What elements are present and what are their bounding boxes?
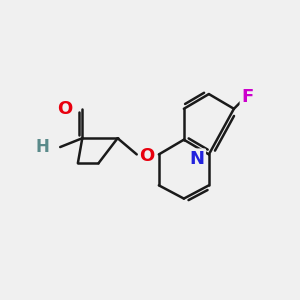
Text: N: N	[190, 150, 205, 168]
Text: O: O	[140, 147, 155, 165]
Text: F: F	[241, 88, 253, 106]
Text: O: O	[57, 100, 72, 118]
Text: H: H	[36, 138, 50, 156]
